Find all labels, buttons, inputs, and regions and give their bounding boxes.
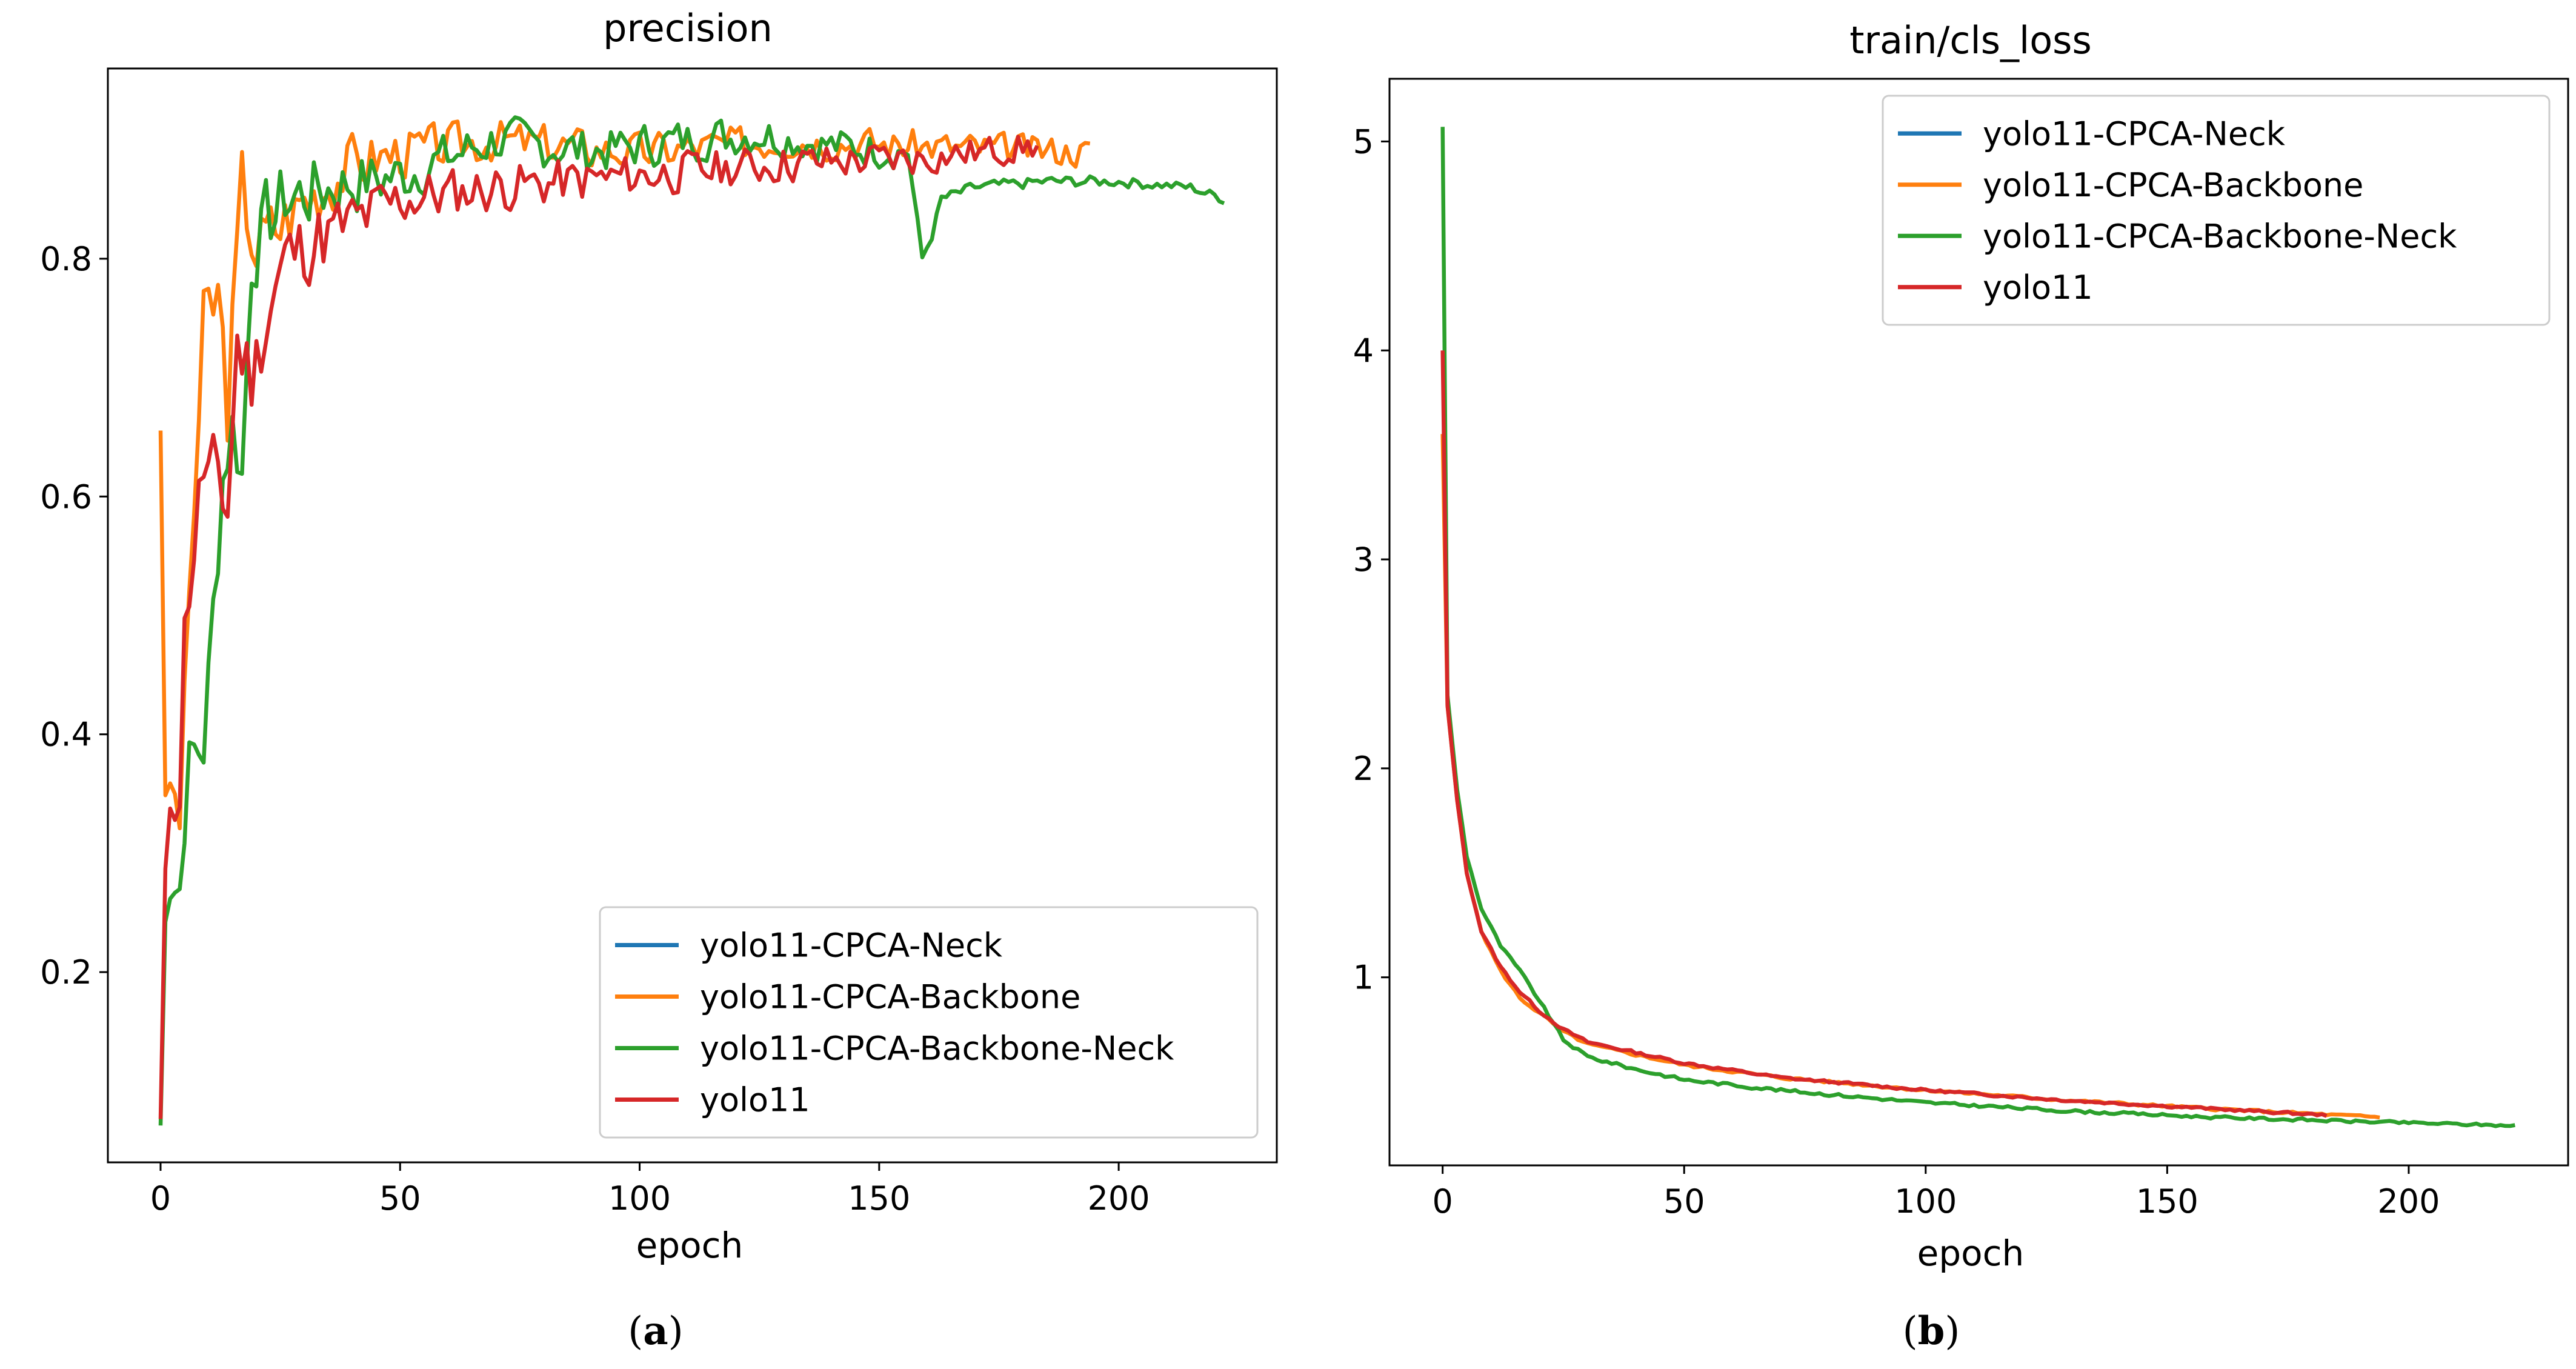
- legend-box: [599, 906, 1259, 1139]
- plot-frame: [1388, 78, 2569, 1167]
- legend-box: [1882, 95, 2551, 326]
- legend: yolo11-CPCA-Neck yolo11-CPCA-Backbone yolo…: [1882, 95, 2551, 326]
- x-tick-label: 100: [608, 1179, 671, 1217]
- legend-label: yolo11: [700, 1081, 810, 1119]
- x-tick-label: 200: [2377, 1182, 2440, 1221]
- y-tick-label: 5: [1353, 122, 1374, 161]
- x-tick-label: 0: [150, 1179, 171, 1217]
- x-tick-label: 0: [1433, 1182, 1453, 1221]
- legend-label: yolo11-CPCA-Backbone: [700, 978, 1080, 1016]
- x-axis-label: epoch: [636, 1225, 744, 1266]
- chart-title: precision: [603, 6, 773, 50]
- y-tick-label: 0.2: [40, 953, 92, 991]
- y-tick-label: 2: [1353, 750, 1374, 788]
- x-tick-label: 100: [1894, 1182, 1957, 1221]
- legend-label: yolo11-CPCA-Backbone-Neck: [1983, 217, 2457, 255]
- x-tick-label: 150: [848, 1179, 910, 1217]
- y-tick-label: 0.4: [40, 716, 92, 754]
- caption-a: (a): [628, 1308, 683, 1354]
- caption-b: (b): [1903, 1308, 1960, 1354]
- x-axis-label: epoch: [1917, 1233, 2025, 1274]
- x-tick-label: 200: [1088, 1179, 1150, 1217]
- legend-label: yolo11-CPCA-Neck: [700, 927, 1003, 965]
- precision-chart: precision 0 50 100 150 200 0.2 0.4 0.6 0.8 epoc…: [40, 6, 1278, 1266]
- chart-title: train/cls_loss: [1849, 18, 2092, 62]
- x-tick-label: 50: [379, 1179, 421, 1217]
- y-tick-label: 0.8: [40, 240, 92, 278]
- y-tick-label: 0.6: [40, 478, 92, 516]
- y-tick-label: 4: [1353, 331, 1374, 370]
- series-line-yolo11: [1440, 350, 2328, 1118]
- x-tick-label: 50: [1663, 1182, 1705, 1221]
- y-tick-label: 3: [1353, 541, 1374, 579]
- series-line-yolo11: [158, 135, 1039, 1119]
- legend-label: yolo11-CPCA-Backbone-Neck: [700, 1030, 1174, 1068]
- plot-frame: [107, 67, 1278, 1164]
- x-tick-label: 150: [2136, 1182, 2198, 1221]
- y-tick-label: 1: [1353, 959, 1374, 997]
- legend: yolo11-CPCA-Neck yolo11-CPCA-Backbone yolo…: [599, 906, 1259, 1139]
- series-line-yolo11-CPCA-Backbone-Neck: [1440, 127, 2515, 1128]
- legend-label: yolo11: [1983, 268, 2093, 307]
- legend-label: yolo11-CPCA-Backbone: [1983, 166, 2363, 204]
- legend-label: yolo11-CPCA-Neck: [1983, 115, 2286, 153]
